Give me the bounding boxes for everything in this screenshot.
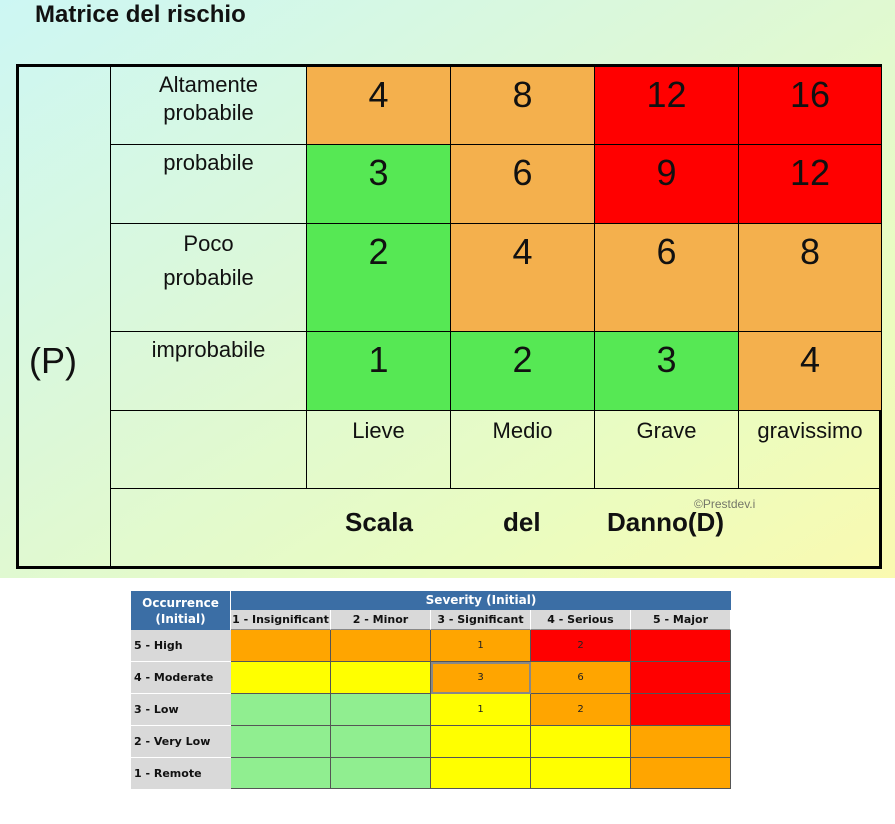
slide-title: Matrice del rischio: [35, 1, 246, 28]
risk-table-cell[interactable]: [331, 662, 431, 694]
risk-cell: 6: [595, 224, 739, 332]
probability-row-label: improbabile: [111, 332, 307, 411]
risk-cell: 9: [595, 145, 739, 224]
occurrence-header-line2: (Initial): [155, 612, 206, 626]
occurrence-row-label: 3 - Low: [131, 694, 231, 726]
risk-table-cell[interactable]: 1: [431, 630, 531, 662]
risk-table-cell[interactable]: [631, 726, 731, 758]
risk-table-cell[interactable]: 1: [431, 694, 531, 726]
empty-cell: [111, 411, 307, 489]
row-label-line: probabile: [163, 265, 254, 290]
risk-table-cell[interactable]: [331, 630, 431, 662]
risk-cell: 12: [739, 145, 882, 224]
risk-table-cell[interactable]: [531, 758, 631, 789]
severity-column-header: 1 - Insignificant: [231, 610, 331, 630]
risk-table-cell[interactable]: [631, 662, 731, 694]
damage-scale-row: Scala del Danno(D) ©Prestdev.i: [111, 489, 882, 566]
occurrence-header: Occurrence (Initial): [131, 591, 231, 630]
risk-cell: 16: [739, 67, 882, 145]
risk-table-cell[interactable]: 3: [431, 662, 531, 694]
risk-table-cell[interactable]: [231, 630, 331, 662]
risk-cell: 8: [739, 224, 882, 332]
risk-cell: 4: [451, 224, 595, 332]
occurrence-row-label: 4 - Moderate: [131, 662, 231, 694]
damage-level-label: Grave: [595, 411, 739, 489]
row-label-line: probabile: [163, 100, 254, 125]
severity-column-header: 2 - Minor: [331, 610, 431, 630]
risk-cell: 6: [451, 145, 595, 224]
risk-table-cell[interactable]: [231, 694, 331, 726]
risk-matrix-slide: Matrice del rischio (P) Altamente probabi…: [0, 0, 895, 578]
severity-column-header: 4 - Serious: [531, 610, 631, 630]
row-label-line: Poco: [183, 231, 234, 256]
severity-occurrence-table: Occurrence (Initial) Severity (Initial) …: [131, 591, 731, 790]
risk-cell: 4: [739, 332, 882, 411]
row-label-line: improbabile: [151, 337, 266, 362]
risk-table-cell[interactable]: 6: [531, 662, 631, 694]
risk-cell: 3: [307, 145, 451, 224]
probability-axis: (P): [19, 67, 111, 566]
probability-row-label: Poco probabile: [111, 224, 307, 332]
risk-matrix: (P) Altamente probabile 4 8 12 16 probabile 3 6 9…: [16, 64, 882, 569]
risk-table-cell[interactable]: [331, 758, 431, 789]
risk-table-cell[interactable]: [531, 726, 631, 758]
severity-column-header: 5 - Major: [631, 610, 731, 630]
occurrence-row-label: 2 - Very Low: [131, 726, 231, 758]
risk-table-cell[interactable]: [231, 726, 331, 758]
risk-cell: 2: [307, 224, 451, 332]
occurrence-row-label: 1 - Remote: [131, 758, 231, 790]
risk-cell: 2: [451, 332, 595, 411]
damage-level-label: gravissimo: [739, 411, 882, 489]
row-label-line: probabile: [163, 150, 254, 175]
occurrence-row-label: 5 - High: [131, 630, 231, 662]
risk-table-cell[interactable]: [631, 758, 731, 789]
risk-table-cell[interactable]: [231, 758, 331, 789]
risk-table-cell[interactable]: 2: [531, 694, 631, 726]
probability-row-label: probabile: [111, 145, 307, 224]
damage-level-label: Lieve: [307, 411, 451, 489]
risk-cell: 1: [307, 332, 451, 411]
watermark: ©Prestdev.i: [694, 497, 756, 511]
scale-word-2: del: [503, 507, 541, 537]
risk-cell: 4: [307, 67, 451, 145]
risk-table-cell[interactable]: [631, 630, 731, 662]
risk-table-cell[interactable]: [431, 758, 531, 789]
risk-table-cell[interactable]: [331, 726, 431, 758]
scale-word-3: Danno(D): [607, 507, 724, 537]
risk-table-cell[interactable]: [631, 694, 731, 726]
severity-header: Severity (Initial): [231, 591, 731, 610]
probability-row-label: Altamente probabile: [111, 67, 307, 145]
occurrence-header-line1: Occurrence: [142, 596, 219, 610]
damage-level-label: Medio: [451, 411, 595, 489]
risk-cell: 8: [451, 67, 595, 145]
risk-table-cell[interactable]: 2: [531, 630, 631, 662]
scale-word-1: Scala: [345, 507, 413, 537]
risk-cell: 3: [595, 332, 739, 411]
probability-label: (P): [29, 340, 77, 381]
risk-table-cell[interactable]: [231, 662, 331, 694]
risk-table-cell[interactable]: [331, 694, 431, 726]
risk-cell: 12: [595, 67, 739, 145]
risk-table-cell[interactable]: [431, 726, 531, 758]
row-label-line: Altamente: [158, 72, 259, 97]
severity-column-header: 3 - Significant: [431, 610, 531, 630]
